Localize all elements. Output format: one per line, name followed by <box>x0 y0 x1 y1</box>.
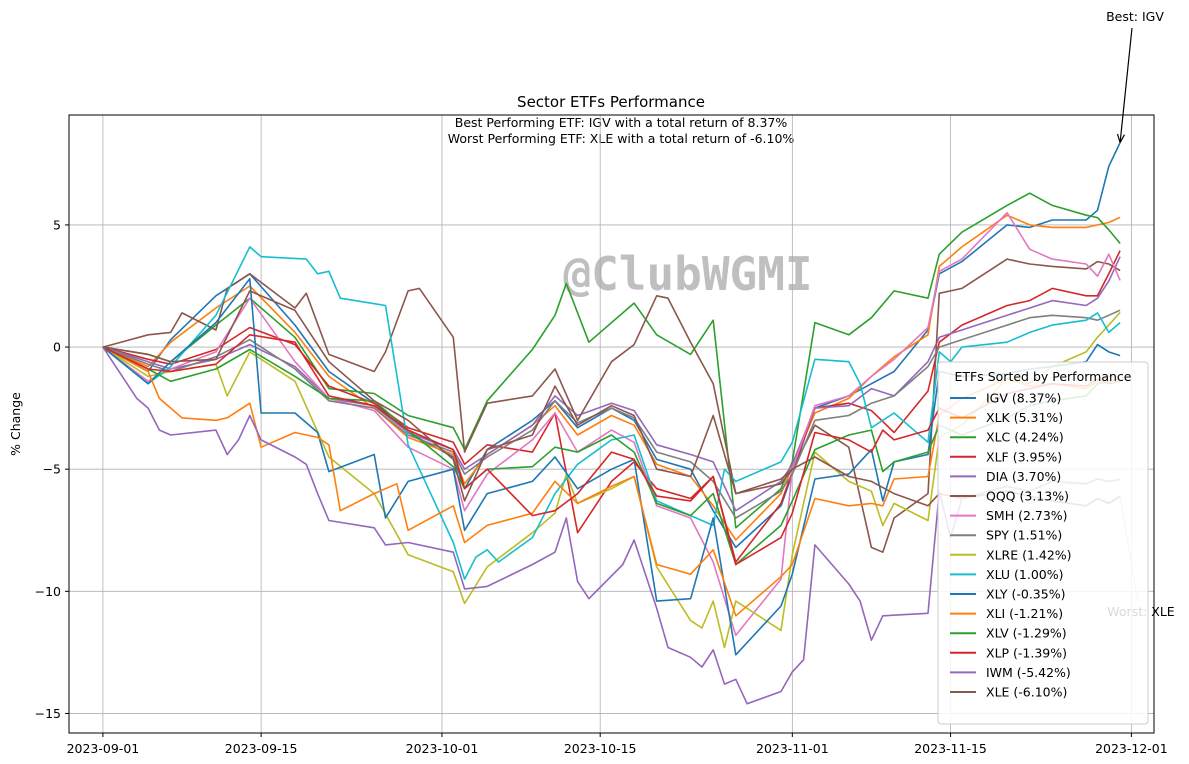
y-tick-label: −10 <box>35 584 61 599</box>
legend-label-xlv: XLV (-1.29%) <box>986 626 1067 641</box>
series-line-qqq <box>102 258 1121 554</box>
series-line-igv <box>102 142 1121 549</box>
legend-label-qqq: QQQ (3.13%) <box>986 489 1069 504</box>
y-tick-label: −15 <box>35 706 61 721</box>
x-tick-label: 2023-11-15 <box>914 741 987 756</box>
plot-frame <box>68 114 1155 734</box>
series-line-xlf <box>102 250 1121 563</box>
legend-label-xli: XLI (-1.21%) <box>986 606 1063 621</box>
legend-title: ETFs Sorted by Performance <box>955 369 1132 384</box>
y-tick-label: 5 <box>53 217 61 232</box>
legend-label-xlf: XLF (3.95%) <box>986 449 1062 464</box>
annotation-best: Best: IGV <box>1106 9 1164 24</box>
legend-label-smh: SMH (2.73%) <box>986 508 1068 523</box>
y-tick-label: 0 <box>53 340 61 355</box>
chart-title: Sector ETFs Performance <box>517 93 705 111</box>
annotation-best-arrowhead <box>1116 133 1125 143</box>
legend-label-xle: XLE (-6.10%) <box>986 685 1067 700</box>
x-tick-label: 2023-09-15 <box>225 741 298 756</box>
watermark: @ClubWGMI <box>563 247 812 301</box>
x-tick-label: 2023-11-01 <box>756 741 829 756</box>
x-tick-label: 2023-09-01 <box>67 741 140 756</box>
legend-box <box>937 361 1149 725</box>
x-tick-label: 2023-12-01 <box>1095 741 1168 756</box>
y-axis-label: % Change <box>8 392 23 456</box>
y-tick-label: −5 <box>43 462 61 477</box>
legend: ETFs Sorted by Performance IGV (8.37%) XL… <box>937 361 1149 725</box>
legend-label-dia: DIA (3.70%) <box>986 469 1061 484</box>
legend-label-xlu: XLU (1.00%) <box>986 567 1064 582</box>
x-tick-label: 2023-10-01 <box>406 741 479 756</box>
chart-subtitle-worst: Worst Performing ETF: XLE with a total r… <box>448 131 795 146</box>
x-tick-label: 2023-10-15 <box>564 741 637 756</box>
axis-ticks: 2023-09-01 2023-09-15 2023-10-01 2023-10-15… <box>35 217 1168 756</box>
chart-subtitle-best: Best Performing ETF: IGV with a total re… <box>455 115 788 130</box>
legend-label-iwm: IWM (-5.42%) <box>986 665 1071 680</box>
series-line-xlc <box>102 192 1121 529</box>
legend-label-xlre: XLRE (1.42%) <box>986 547 1072 562</box>
series-line-spy <box>102 309 1121 519</box>
series-line-xlu <box>102 246 1121 580</box>
annotation-best-arrow <box>1119 27 1133 143</box>
legend-label-spy: SPY (1.51%) <box>986 528 1062 543</box>
legend-label-xlk: XLK (5.31%) <box>986 410 1063 425</box>
legend-label-xly: XLY (-0.35%) <box>986 587 1065 602</box>
legend-label-igv: IGV (8.37%) <box>986 391 1061 406</box>
legend-label-xlc: XLC (4.24%) <box>986 430 1064 445</box>
legend-label-xlp: XLP (-1.39%) <box>986 645 1067 660</box>
